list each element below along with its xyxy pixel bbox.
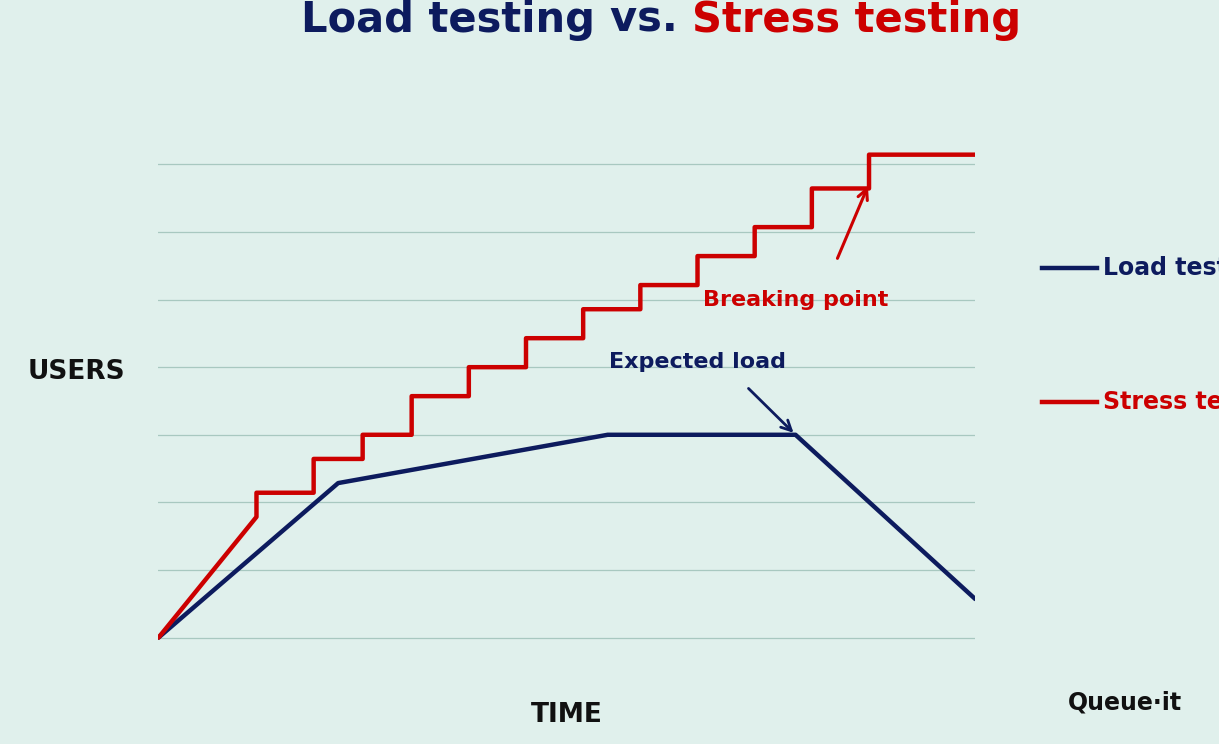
Text: Stress testing: Stress testing xyxy=(691,0,1020,41)
Text: Breaking point: Breaking point xyxy=(703,290,889,310)
Text: Expected load: Expected load xyxy=(610,352,786,372)
Text: Load test: Load test xyxy=(1103,256,1219,280)
Text: Queue·it: Queue·it xyxy=(1068,690,1182,714)
Text: USERS: USERS xyxy=(28,359,126,385)
Text: Load testing: Load testing xyxy=(301,0,610,41)
Text: vs.: vs. xyxy=(610,0,691,41)
Text: Stress test: Stress test xyxy=(1103,390,1219,414)
Text: TIME: TIME xyxy=(531,702,602,728)
